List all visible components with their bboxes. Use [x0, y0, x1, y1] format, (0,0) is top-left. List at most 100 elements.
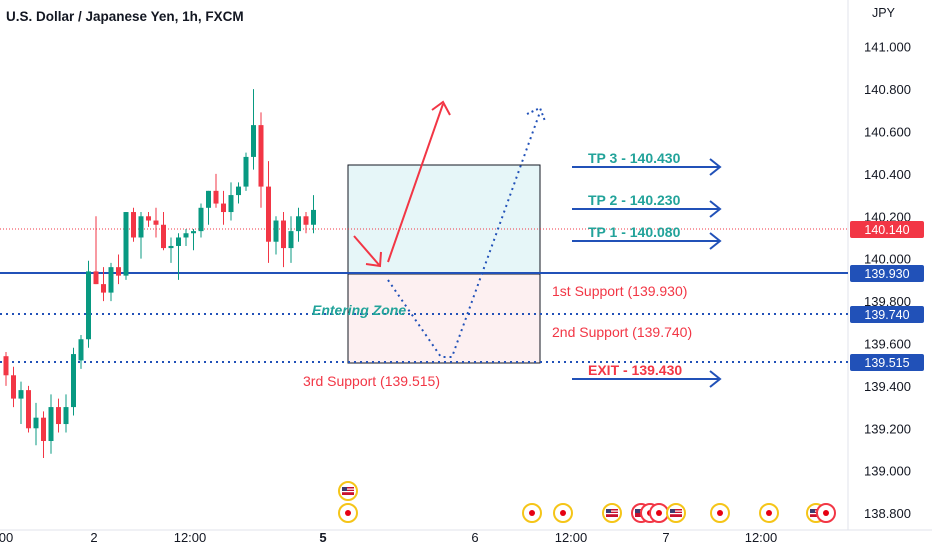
y-tick-label: 140.000	[864, 252, 911, 267]
candle-body	[236, 186, 241, 196]
y-tick-label: 140.200	[864, 209, 911, 224]
candle	[26, 385, 31, 433]
candlestick-series	[3, 89, 316, 458]
support-1-label: 1st Support (139.930)	[552, 283, 687, 299]
support-3-label: 3rd Support (139.515)	[303, 373, 440, 389]
candle	[18, 381, 24, 425]
x-tick-label: 12:00	[745, 530, 778, 545]
candle	[161, 212, 166, 251]
candle	[311, 195, 316, 234]
candle-body	[63, 407, 69, 425]
target-zone	[347, 164, 541, 275]
y-tick-label: 141.000	[864, 40, 911, 55]
tp1-label: TP 1 - 140.080	[588, 224, 681, 240]
candle-body	[228, 195, 234, 213]
candle	[198, 203, 204, 238]
us-flag-icon[interactable]	[338, 481, 358, 501]
candle	[296, 207, 301, 242]
candle-body	[71, 354, 76, 408]
candle	[243, 152, 249, 191]
candle	[153, 207, 159, 238]
y-axis-ticks: 141.000 140.800 140.600 140.400 140.200 140.0…	[864, 40, 911, 521]
candle	[56, 398, 61, 433]
candle	[221, 190, 226, 225]
candle-body	[108, 267, 114, 293]
candle	[11, 366, 16, 408]
bounce-up-arrow	[353, 100, 451, 268]
candle-body	[273, 220, 279, 242]
candle	[251, 89, 256, 170]
candle	[176, 233, 181, 280]
price-tag-139740: 139.740	[850, 306, 924, 323]
candle-body	[198, 207, 204, 232]
candle-body	[311, 209, 316, 225]
price-tag-139930: 139.930	[850, 265, 924, 282]
us-flag-icon[interactable]	[602, 503, 622, 523]
support-2-label: 2nd Support (139.740)	[552, 324, 692, 340]
us-flag-icon[interactable]	[666, 503, 686, 523]
svg-text:139.740: 139.740	[864, 308, 909, 322]
y-tick-label: 140.600	[864, 124, 911, 139]
candle-body	[251, 125, 256, 157]
candle	[303, 212, 309, 234]
candle	[63, 394, 69, 433]
y-tick-label: 139.600	[864, 336, 911, 351]
candle	[116, 254, 121, 285]
candle-body	[296, 216, 301, 232]
candle-body	[176, 237, 181, 246]
y-tick-label: 139.000	[864, 464, 911, 479]
candle-body	[78, 339, 84, 361]
candle-body	[191, 231, 196, 234]
x-tick-label: 12:00	[174, 530, 207, 545]
x-tick-label: 2	[90, 530, 97, 545]
exit-label: EXIT - 139.430	[588, 362, 682, 378]
candle-body	[41, 417, 46, 441]
dip-recover-arrow	[387, 106, 546, 358]
candle-body	[258, 125, 264, 187]
tp2-label: TP 2 - 140.230	[588, 192, 681, 208]
candle-body	[123, 212, 129, 276]
jp-flag-icon[interactable]	[522, 503, 542, 523]
candle-body	[101, 284, 106, 293]
y-tick-label: 140.400	[864, 167, 911, 182]
jp-flag-icon[interactable]	[759, 503, 779, 523]
candle-body	[93, 271, 99, 285]
tp3-label: TP 3 - 140.430	[588, 150, 681, 166]
x-axis-ticks: 00 2 12:00 5 6 12:00 7 12:00	[0, 530, 777, 545]
current-price-tag: 140.140	[850, 221, 924, 238]
candle-body	[161, 224, 166, 249]
y-tick-label: 139.800	[864, 294, 911, 309]
candle-body	[86, 271, 91, 340]
candle-body	[116, 267, 121, 276]
candle-body	[56, 407, 61, 425]
currency-label: JPY	[872, 6, 896, 20]
jp-flag-icon[interactable]	[338, 503, 358, 523]
candle-body	[33, 417, 39, 429]
jp-flag-icon[interactable]	[553, 503, 573, 523]
candle-body	[266, 186, 271, 242]
candle	[78, 335, 84, 369]
candle	[213, 173, 219, 208]
event-icons[interactable]	[338, 481, 836, 523]
candle	[41, 411, 46, 458]
jp-flag-icon[interactable]	[816, 503, 836, 523]
candle	[101, 267, 106, 302]
tp3-arrow	[572, 158, 722, 176]
candle	[3, 351, 9, 386]
candle	[236, 182, 241, 204]
candle-body	[153, 220, 159, 225]
candle-body	[131, 212, 136, 238]
price-tag-139515: 139.515	[850, 354, 924, 371]
candle	[131, 207, 136, 242]
candle	[273, 216, 279, 255]
jp-flag-icon[interactable]	[649, 503, 669, 523]
candle	[86, 260, 91, 348]
jp-flag-icon[interactable]	[710, 503, 730, 523]
candle-body	[288, 231, 294, 249]
candle	[168, 237, 174, 263]
svg-text:139.930: 139.930	[864, 267, 909, 281]
candle	[288, 216, 294, 263]
x-tick-label: 5	[319, 530, 326, 545]
x-tick-label: 00	[0, 530, 13, 545]
